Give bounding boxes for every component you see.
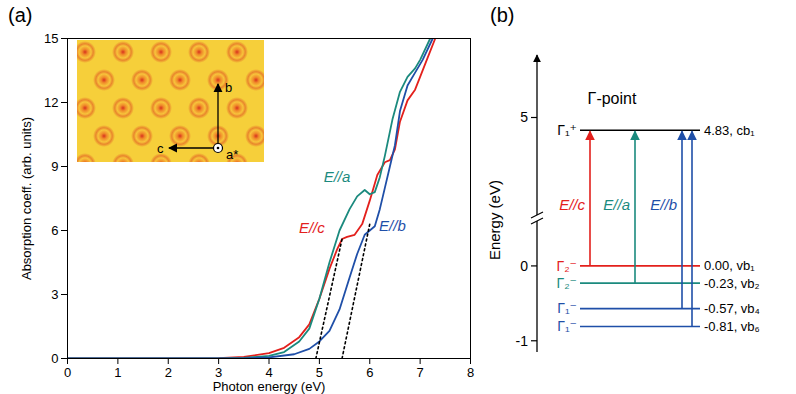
svg-text:Γ-point: Γ-point (588, 90, 637, 107)
svg-text:6: 6 (366, 365, 373, 380)
svg-text:0: 0 (51, 351, 58, 366)
svg-text:3: 3 (215, 365, 222, 380)
svg-text:4: 4 (265, 365, 272, 380)
svg-text:E//c: E//c (299, 219, 325, 236)
svg-text:-0.23, vb₂: -0.23, vb₂ (704, 276, 760, 291)
svg-text:4.83, cb₁: 4.83, cb₁ (704, 123, 755, 138)
svg-text:1: 1 (114, 365, 121, 380)
svg-text:-1: -1 (516, 333, 529, 349)
svg-text:Γ₂⁻: Γ₂⁻ (556, 258, 577, 274)
svg-text:-0.57, vb₄: -0.57, vb₄ (704, 301, 760, 316)
svg-text:5: 5 (316, 365, 323, 380)
svg-text:Γ₂⁻: Γ₂⁻ (556, 275, 577, 291)
svg-text:(b): (b) (490, 4, 514, 26)
svg-text:0: 0 (64, 365, 71, 380)
svg-text:2: 2 (165, 365, 172, 380)
svg-text:E//a: E//a (324, 168, 351, 185)
svg-text:Γ₁⁺: Γ₁⁺ (557, 122, 577, 138)
svg-text:15: 15 (44, 31, 58, 46)
svg-text:5: 5 (520, 109, 528, 125)
svg-text:Photon energy (eV): Photon energy (eV) (213, 379, 326, 394)
svg-text:6: 6 (51, 223, 58, 238)
svg-text:E//c: E//c (559, 196, 585, 213)
html-text:(a): (a) (8, 4, 33, 26)
svg-text:0: 0 (520, 258, 528, 274)
svg-text:E//a: E//a (603, 196, 630, 213)
svg-text:9: 9 (51, 159, 58, 174)
svg-text:3: 3 (51, 287, 58, 302)
svg-text:Energy (eV): Energy (eV) (486, 180, 503, 260)
svg-text:0.00, vb₁: 0.00, vb₁ (704, 258, 755, 273)
svg-text:Γ₁⁻: Γ₁⁻ (557, 318, 577, 334)
svg-text:-0.81, vb₆: -0.81, vb₆ (704, 319, 760, 334)
svg-text:12: 12 (44, 95, 58, 110)
svg-text:Γ₁⁻: Γ₁⁻ (557, 300, 577, 316)
svg-text:7: 7 (417, 365, 424, 380)
svg-text:E//b: E//b (379, 217, 406, 234)
svg-text:8: 8 (467, 365, 474, 380)
svg-text:c: c (157, 141, 164, 156)
svg-text:Absorption coeff. (arb. units): Absorption coeff. (arb. units) (19, 117, 34, 280)
svg-text:b: b (225, 80, 232, 95)
svg-text:E//b: E//b (650, 196, 677, 213)
svg-text:a*: a* (226, 147, 238, 162)
